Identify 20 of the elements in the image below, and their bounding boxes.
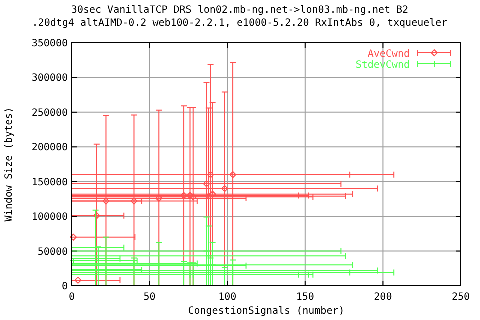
x-tick-label: 250 [452,292,470,303]
legend-label: StdevCwnd [356,60,410,71]
chart-title: 30sec VanillaTCP DRS lon02.mb-ng.net->lon03.mb-ng.net B2 [71,5,409,16]
x-tick-label: 150 [296,292,314,303]
y-tick-label: 350000 [32,38,68,50]
y-tick-label: 0 [62,282,68,292]
y-tick-label: 200000 [32,142,68,154]
y-axis-title: Window Size (bytes) [4,107,15,222]
x-tick-label: 0 [68,292,76,303]
x-axis-title: CongestionSignals (number) [188,306,345,317]
y-tick-label: 250000 [32,108,68,119]
x-tick-label: 50 [144,292,156,303]
y-tick-label: 50000 [38,246,68,258]
y-tick-label: 100000 [32,212,68,224]
y-tick-label: 150000 [32,177,68,188]
x-tick-label: 100 [218,292,237,303]
x-tick-label: 200 [374,292,392,303]
legend-label: AveCwnd [368,49,410,60]
y-tick-label: 300000 [32,73,68,84]
chart-subtitle: .20dtg4 altAIMD-0.2 web100-2.2.1, e1000-5.2.20 RxIntAbs 0, txqueueler [32,18,448,29]
